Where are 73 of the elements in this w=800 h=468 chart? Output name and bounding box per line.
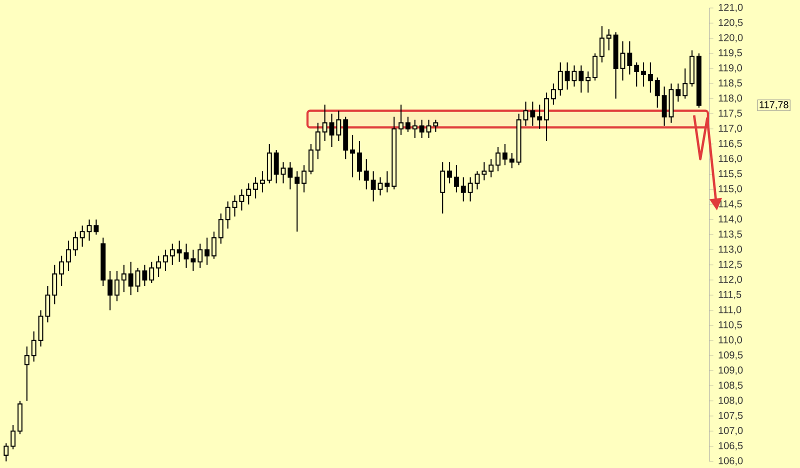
candlestick xyxy=(474,170,480,190)
y-tick-label: 106,5 xyxy=(718,442,743,450)
candlestick xyxy=(38,310,44,348)
y-tick-label: 111,0 xyxy=(718,306,742,314)
y-tick-label: 119,0 xyxy=(718,64,742,73)
y-tick-label: 106,0 xyxy=(718,457,743,466)
candlestick xyxy=(24,346,30,402)
candlestick xyxy=(184,243,189,268)
y-tick-label: 115,5 xyxy=(718,170,742,178)
candlestick xyxy=(564,62,570,90)
y-tick-label: 118,0 xyxy=(718,94,742,103)
y-tick-label: 118,5 xyxy=(718,79,742,88)
candlestick xyxy=(426,119,432,138)
y-tick-label: 109,0 xyxy=(718,366,743,375)
candlestick xyxy=(232,194,238,218)
candlestick xyxy=(620,40,626,82)
y-tick-label: 116,0 xyxy=(718,154,742,164)
candlestick xyxy=(356,140,362,181)
candlestick xyxy=(190,249,196,272)
candlestick xyxy=(121,264,126,293)
y-tick-label: 112,5 xyxy=(718,260,742,270)
y-tick-label: 120,5 xyxy=(718,18,743,28)
candlestick xyxy=(537,104,542,130)
candlestick xyxy=(662,86,667,126)
y-tick-label: 120,0 xyxy=(718,34,743,42)
text: 117,78 xyxy=(760,101,788,110)
y-tick-label: 113,0 xyxy=(718,246,742,254)
candlestick xyxy=(460,176,466,202)
y-tick-label: 110,5 xyxy=(718,321,742,330)
y-tick-label: 107,0 xyxy=(718,426,743,436)
y-tick-label: 115,0 xyxy=(718,185,742,194)
candlestick xyxy=(86,219,92,242)
candlestick xyxy=(329,113,334,148)
candlestick xyxy=(468,176,473,202)
candlestick xyxy=(135,267,140,293)
y-tick-label: 111,5 xyxy=(718,291,742,300)
candlestick xyxy=(108,270,113,311)
y-tick-label: 109,5 xyxy=(718,351,743,360)
candlestick xyxy=(530,101,536,126)
y-tick-label: 110,0 xyxy=(718,336,742,345)
candlestick xyxy=(260,170,265,193)
y-tick-label: 116,5 xyxy=(718,140,742,148)
candlestick xyxy=(204,237,210,266)
candlestick xyxy=(128,261,134,296)
candlestick xyxy=(523,101,528,126)
y-tick-label: 112,0 xyxy=(718,276,742,284)
y-tick-label: 121,0 xyxy=(718,4,743,12)
candlestick xyxy=(364,158,369,190)
y-tick-label: 113,5 xyxy=(718,230,742,239)
candlestick xyxy=(370,170,376,202)
y-tick-label: 114,5 xyxy=(718,200,742,209)
y-tick-label: 117,0 xyxy=(718,124,742,134)
candlestick xyxy=(52,264,58,305)
y-tick-label: 117,5 xyxy=(718,110,742,118)
y-tick-label: 108,5 xyxy=(718,382,743,390)
candlestick xyxy=(668,83,674,124)
y-tick-label: 119,5 xyxy=(718,49,742,58)
candlestick xyxy=(253,176,258,199)
candlestick xyxy=(315,122,320,160)
candlestick xyxy=(572,64,577,88)
candlestick xyxy=(627,40,632,76)
candlestick xyxy=(648,62,653,94)
candlestick xyxy=(641,62,646,88)
y-tick-label: 114,0 xyxy=(718,215,742,224)
candlestick xyxy=(378,176,383,196)
y-tick-label: 108,0 xyxy=(718,396,743,406)
candlestick xyxy=(440,162,446,214)
candlestick xyxy=(280,162,286,184)
candlestick xyxy=(322,104,328,142)
candlestick xyxy=(350,134,356,178)
candlestick xyxy=(66,240,71,272)
y-tick-label: 107,5 xyxy=(718,412,743,420)
candlestick xyxy=(176,240,182,262)
